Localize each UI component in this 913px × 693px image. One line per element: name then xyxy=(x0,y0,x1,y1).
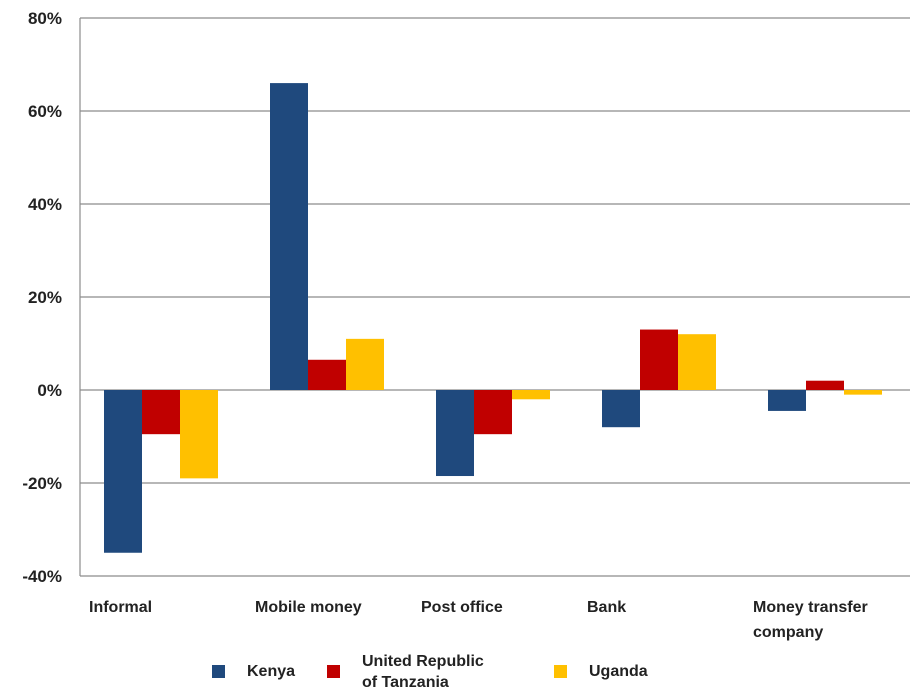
bar xyxy=(602,390,640,428)
legend: Kenya United Republic of Tanzania Uganda xyxy=(0,650,913,693)
chart-svg: -40% -20% 0% 20% 40% 60% 80% Informal Mobile mo… xyxy=(22,9,910,641)
x-axis-categories: Informal Mobile money Post office Bank Money… xyxy=(89,599,868,641)
legend-label: Kenya xyxy=(247,661,295,682)
bar xyxy=(474,390,512,435)
bar xyxy=(678,334,716,390)
y-tick-label: 20% xyxy=(28,288,62,307)
y-tick-label: 80% xyxy=(28,9,62,28)
legend-swatch xyxy=(327,665,340,678)
bar xyxy=(142,390,180,435)
x-category-label: Post office xyxy=(421,599,503,616)
y-tick-label: 60% xyxy=(28,102,62,121)
legend-item: United Republic of Tanzania xyxy=(327,650,484,693)
bar xyxy=(844,390,882,395)
x-category-label: Money transfer xyxy=(753,599,868,616)
y-tick-label: 0% xyxy=(37,381,62,400)
bar xyxy=(512,390,550,400)
bar xyxy=(640,329,678,390)
bar xyxy=(180,390,218,479)
bars xyxy=(104,83,882,553)
legend-swatch xyxy=(212,665,225,678)
y-tick-label: -40% xyxy=(22,567,62,586)
bar xyxy=(270,83,308,390)
bar xyxy=(806,380,844,390)
bar xyxy=(436,390,474,477)
y-axis-ticks: -40% -20% 0% 20% 40% 60% 80% xyxy=(22,9,62,586)
legend-swatch xyxy=(554,665,567,678)
x-category-label: company xyxy=(753,624,823,641)
legend-item: Uganda xyxy=(554,650,648,693)
legend-label: Uganda xyxy=(589,661,648,682)
legend-label: United Republic of Tanzania xyxy=(362,651,484,693)
legend-label-line: Kenya xyxy=(247,663,296,680)
y-tick-label: -20% xyxy=(22,474,62,493)
y-tick-label: 40% xyxy=(28,195,62,214)
bar xyxy=(308,359,346,390)
x-category-label: Informal xyxy=(89,599,152,616)
bar xyxy=(346,338,384,390)
legend-label-line: of Tanzania xyxy=(362,673,449,691)
bar xyxy=(104,390,142,553)
bar xyxy=(768,390,806,411)
legend-label-line: Uganda xyxy=(589,663,648,680)
legend-label-line: United Republic xyxy=(362,652,484,670)
legend-item: Kenya xyxy=(212,650,295,693)
gridlines xyxy=(79,17,910,577)
x-category-label: Mobile money xyxy=(255,599,362,616)
x-category-label: Bank xyxy=(587,599,626,616)
